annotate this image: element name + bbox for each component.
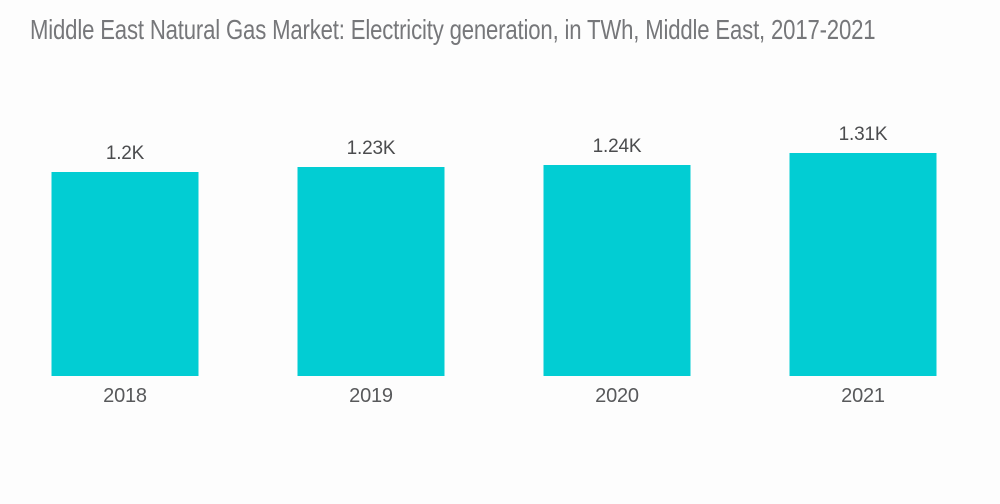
x-axis-label-2021: 2021 <box>841 385 885 407</box>
bar-2018 <box>51 172 199 376</box>
value-label-2018: 1.2K <box>105 143 145 164</box>
bar-column-2021: 1.31K <box>740 0 986 376</box>
x-axis-label-2019: 2019 <box>349 385 393 407</box>
bar-2019 <box>297 167 445 376</box>
bar-column-2019: 1.23K <box>248 0 494 376</box>
bar-column-2020: 1.24K <box>494 0 740 376</box>
chart-title: Middle East Natural Gas Market: Electric… <box>30 14 876 45</box>
x-axis-label-2018: 2018 <box>103 385 147 407</box>
bar-column-2018: 1.2K <box>2 0 248 376</box>
value-label-2019: 1.23K <box>346 138 396 159</box>
bar-2021 <box>789 153 937 376</box>
x-axis-label-2020: 2020 <box>595 385 639 407</box>
value-label-2020: 1.24K <box>592 136 642 157</box>
bar-2020 <box>543 165 691 376</box>
value-label-2021: 1.31K <box>838 124 888 145</box>
